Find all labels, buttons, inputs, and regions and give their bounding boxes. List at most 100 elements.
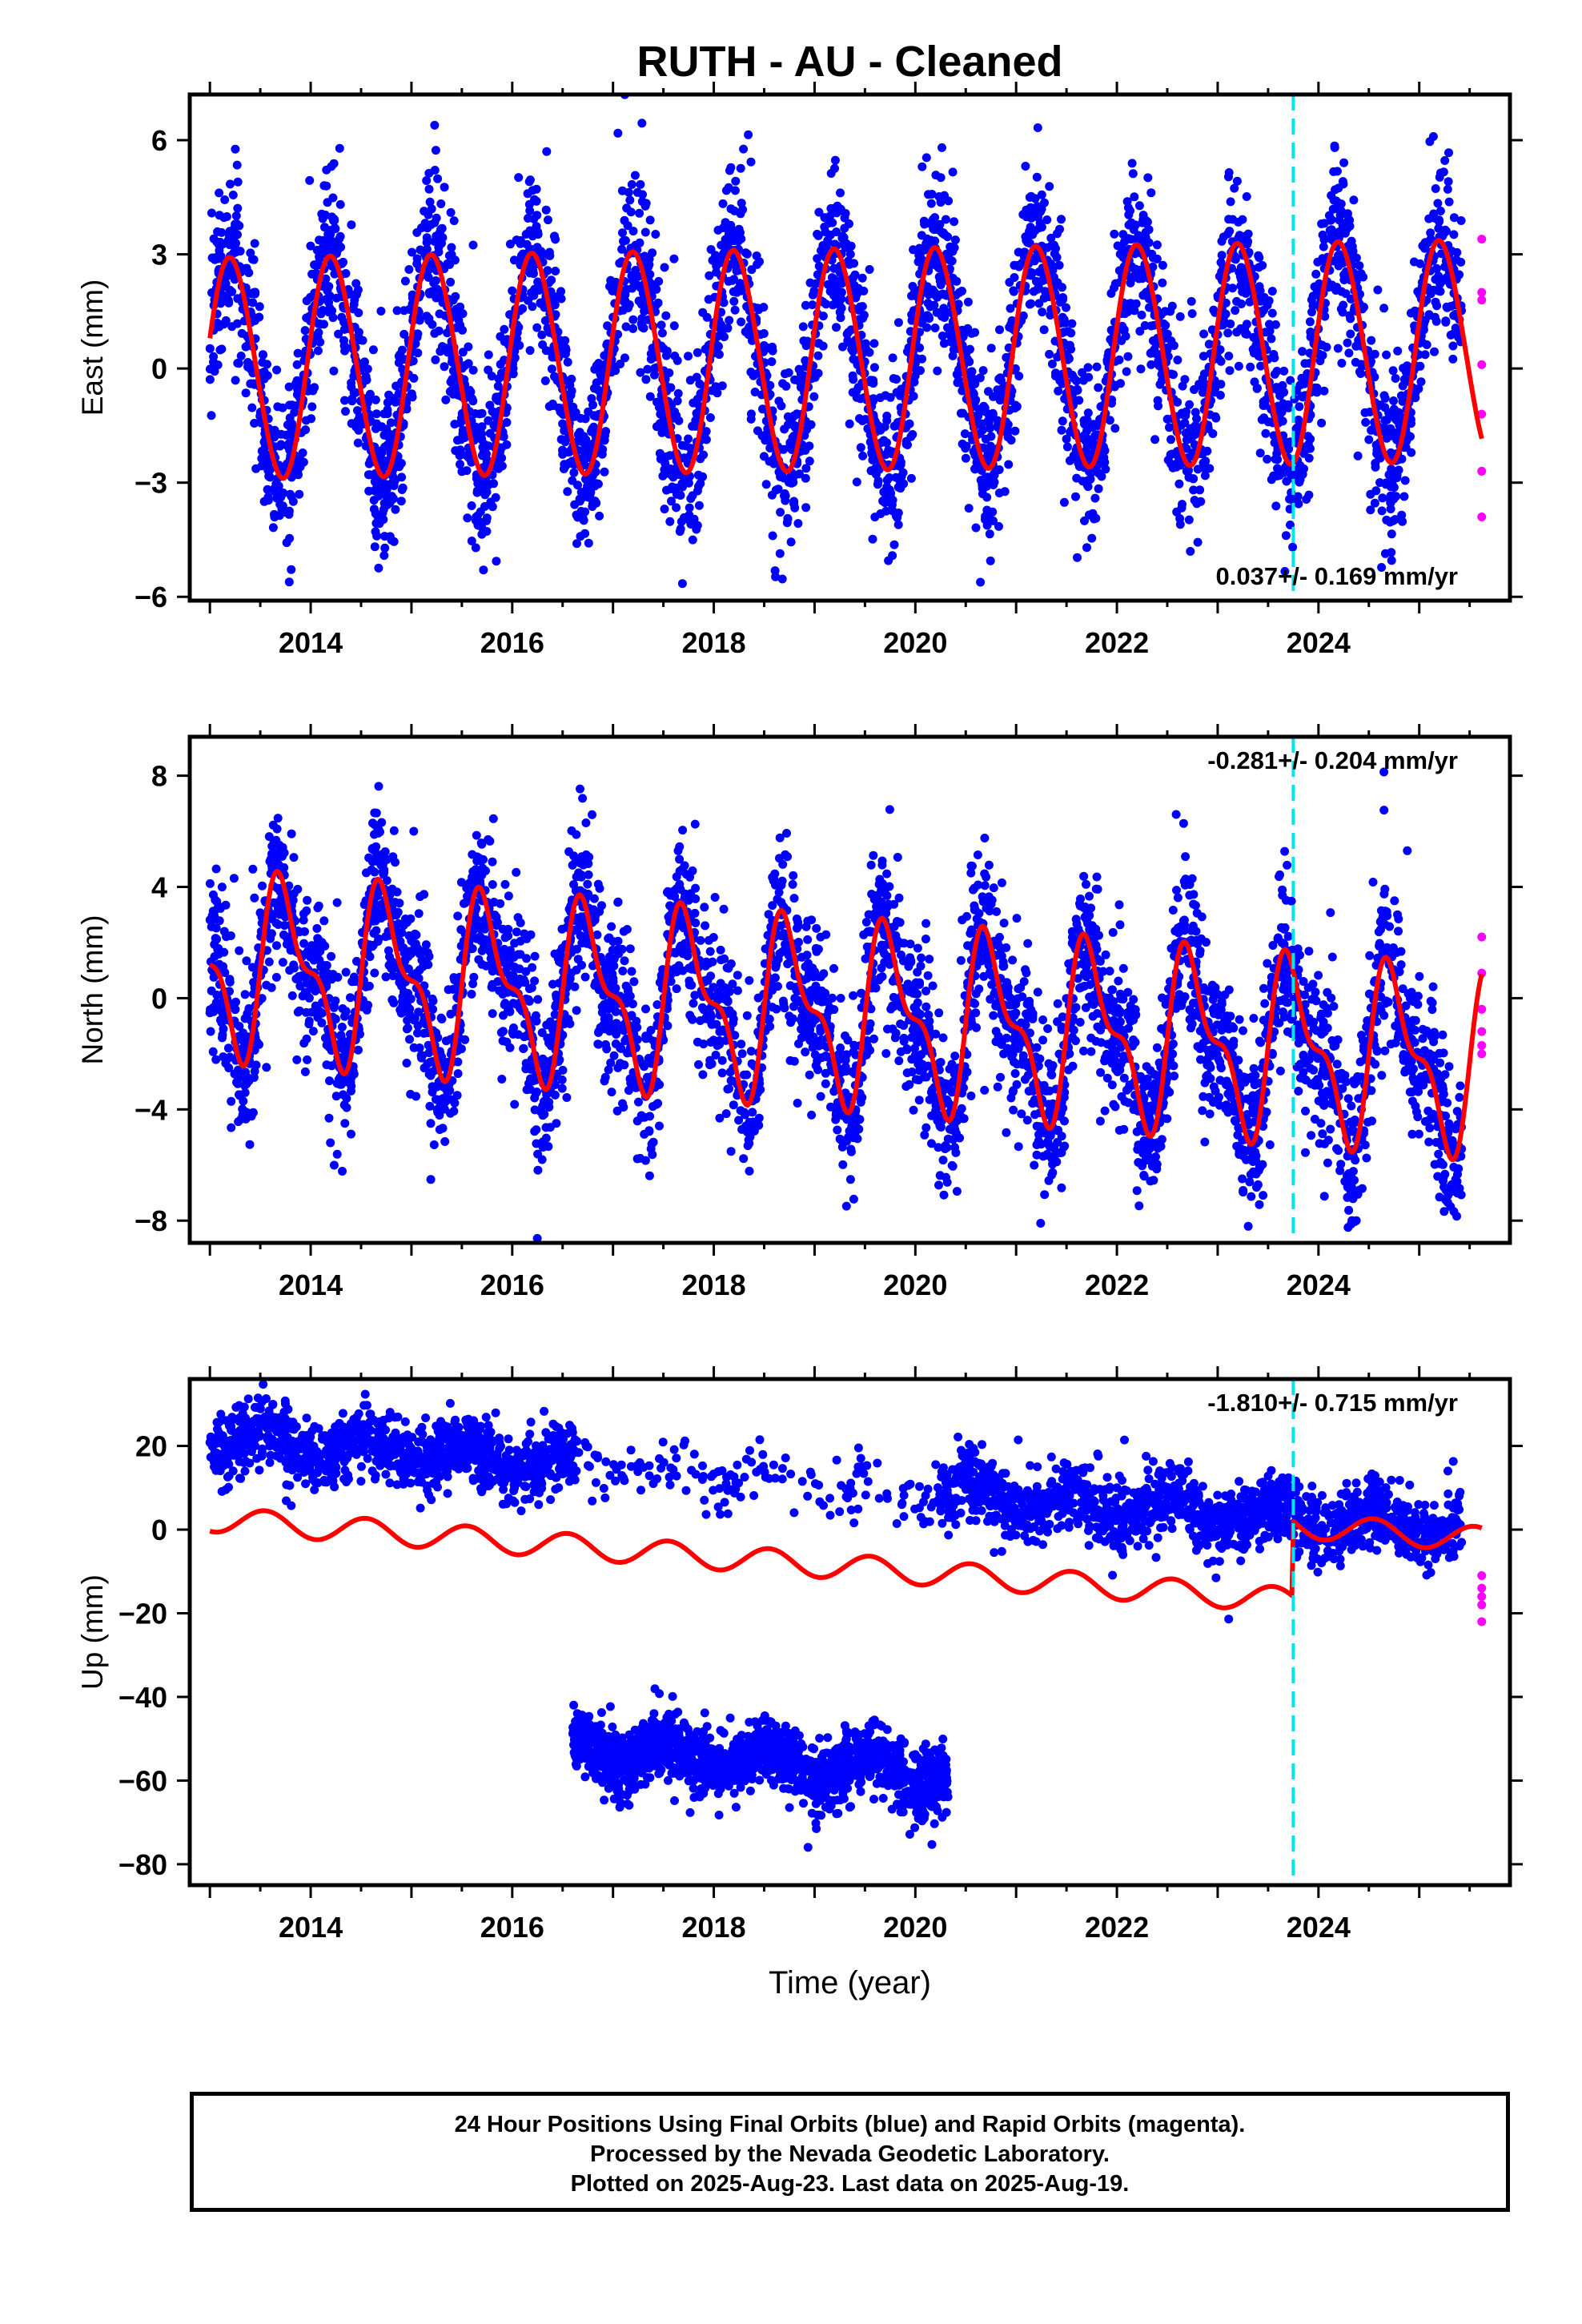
data-point	[525, 268, 535, 278]
data-point	[1380, 549, 1390, 558]
data-point	[825, 211, 835, 221]
data-point	[870, 513, 880, 522]
data-point	[1381, 478, 1391, 488]
data-point	[1269, 350, 1279, 359]
data-point	[956, 955, 966, 965]
data-point	[988, 507, 998, 517]
data-point	[1315, 356, 1325, 366]
data-point	[1382, 350, 1391, 360]
data-point	[1433, 199, 1443, 208]
data-point	[1319, 235, 1329, 244]
data-point	[213, 360, 223, 370]
data-point	[1018, 210, 1028, 219]
data-point	[1009, 286, 1018, 296]
data-point	[525, 206, 535, 215]
data-point	[1420, 350, 1430, 360]
data-point	[1346, 329, 1355, 339]
data-point	[625, 195, 635, 205]
data-point	[456, 460, 464, 469]
data-point	[1334, 261, 1343, 271]
data-point	[729, 206, 739, 215]
data-point	[789, 870, 798, 880]
data-point	[1004, 460, 1014, 469]
data-point	[730, 236, 740, 246]
data-point	[1119, 325, 1129, 335]
data-point	[1319, 242, 1328, 251]
data-point	[1181, 411, 1191, 420]
data-point	[1370, 498, 1379, 508]
data-point	[430, 120, 440, 130]
data-point	[1126, 278, 1135, 287]
data-point	[1087, 533, 1097, 543]
data-point	[784, 477, 793, 487]
data-point	[624, 304, 633, 312]
data-point	[1148, 262, 1158, 271]
data-point	[975, 373, 985, 383]
data-point	[371, 808, 381, 818]
data-point	[372, 531, 382, 541]
data-point	[231, 144, 240, 154]
data-point	[637, 323, 647, 332]
data-point	[721, 218, 730, 227]
data-point	[405, 1035, 414, 1044]
data-point	[1317, 219, 1327, 228]
data-point	[1127, 159, 1137, 168]
data-point	[1070, 374, 1079, 384]
data-point	[472, 488, 482, 497]
data-point	[551, 267, 560, 275]
data-point	[1347, 236, 1356, 246]
data-point	[319, 242, 328, 251]
data-point	[637, 119, 647, 128]
data-point	[567, 374, 576, 384]
data-point	[587, 394, 596, 404]
data-point	[991, 1027, 1001, 1036]
data-point	[1399, 364, 1408, 373]
data-point	[768, 531, 777, 541]
data-point	[329, 1160, 339, 1170]
data-point	[1080, 420, 1089, 428]
data-point	[1235, 1015, 1244, 1024]
data-point	[841, 239, 851, 248]
data-point	[771, 485, 781, 495]
data-point	[589, 384, 599, 393]
data-point	[693, 486, 702, 496]
data-point	[838, 342, 847, 352]
data-point	[685, 510, 694, 520]
data-point	[540, 316, 550, 325]
data-point	[696, 454, 705, 464]
data-point	[730, 186, 740, 195]
data-point	[1384, 470, 1394, 480]
data-point	[1200, 1137, 1210, 1147]
data-point	[1451, 324, 1460, 333]
data-point	[658, 420, 668, 430]
data-point	[1391, 515, 1400, 525]
data-point	[845, 250, 855, 259]
data-point	[771, 572, 781, 581]
data-point	[292, 360, 302, 369]
data-point	[1021, 162, 1030, 171]
data-point	[1210, 388, 1219, 397]
data-point	[976, 577, 986, 587]
data-point	[1416, 377, 1426, 387]
data-point	[645, 392, 655, 401]
data-point	[1191, 430, 1200, 439]
data-point	[335, 199, 345, 209]
data-point	[347, 220, 356, 230]
data-point	[726, 163, 736, 172]
data-point	[332, 898, 342, 907]
data-point	[269, 485, 279, 494]
data-point	[1393, 346, 1403, 356]
data-point	[1173, 356, 1182, 364]
data-point	[247, 403, 257, 412]
data-point	[853, 383, 863, 392]
data-point	[1425, 137, 1435, 147]
data-point	[845, 419, 854, 428]
data-point	[273, 402, 283, 412]
data-point	[370, 542, 379, 552]
data-point	[247, 255, 257, 264]
data-point	[1057, 425, 1066, 435]
data-point	[223, 1043, 233, 1053]
data-point	[684, 434, 693, 444]
data-point	[558, 449, 568, 459]
data-point	[783, 412, 793, 421]
